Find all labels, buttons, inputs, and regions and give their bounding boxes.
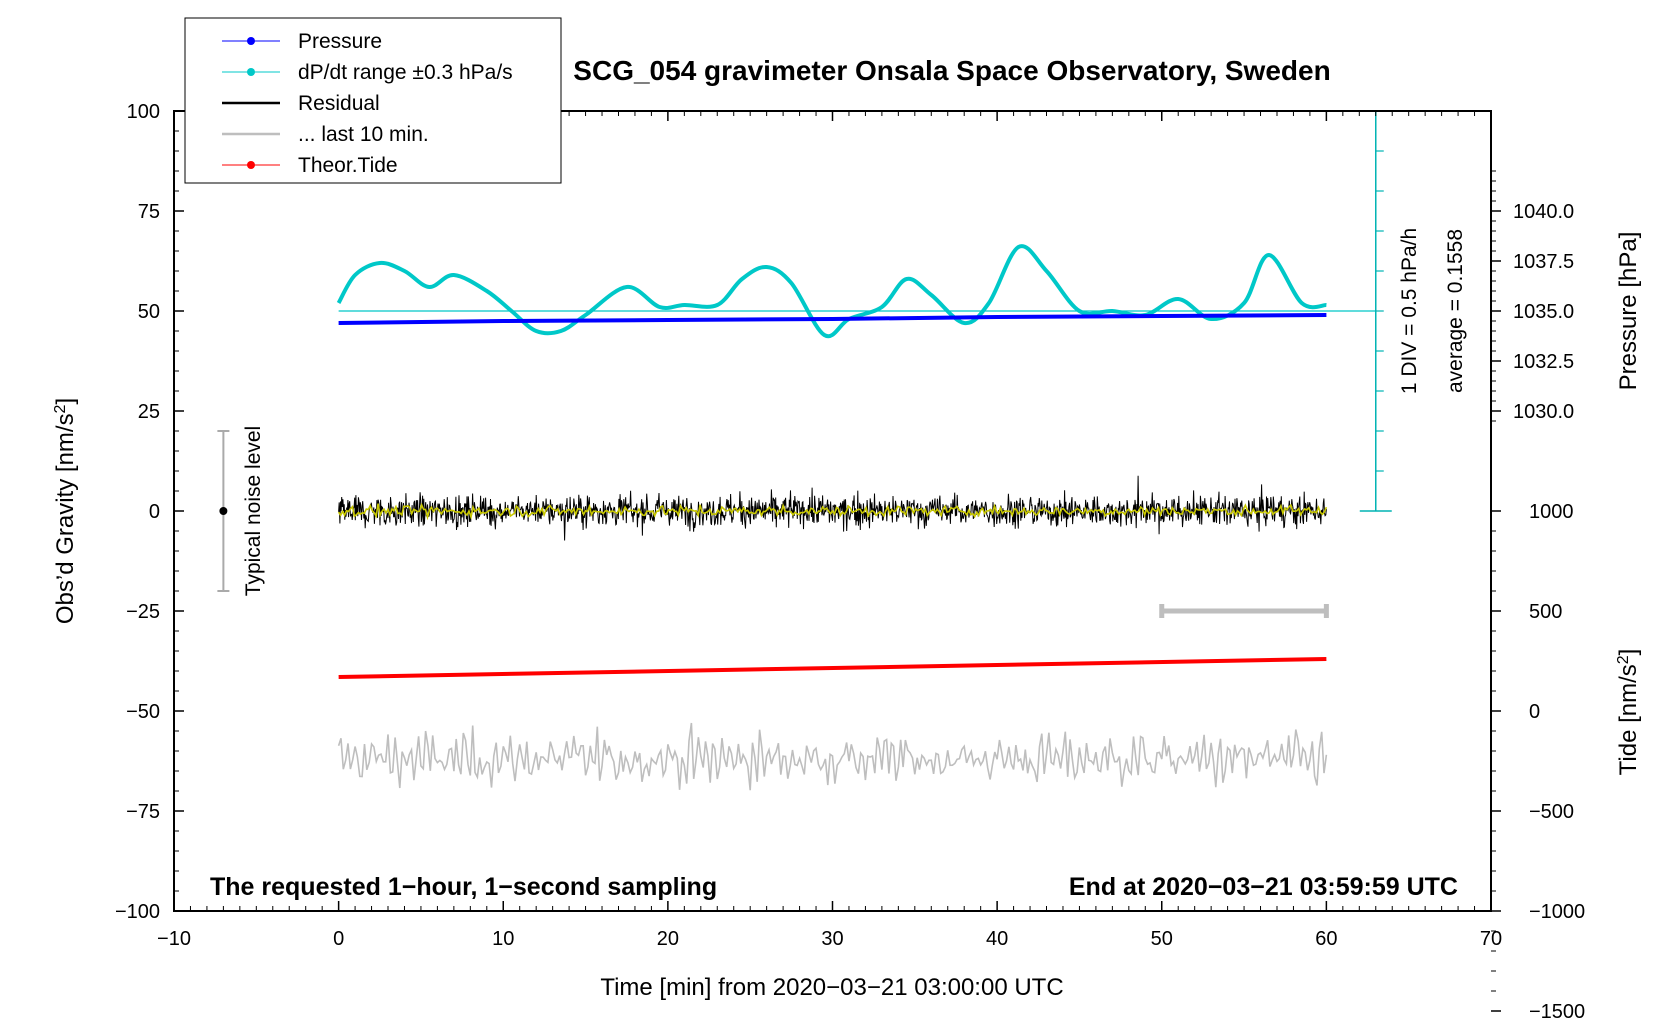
y-tick-label: −75 bbox=[126, 801, 160, 823]
axes-layer: −10 0 10 20 30 40 50 60 701007550250−25−50−75−10… bbox=[115, 101, 1585, 1020]
legend: Pressure dP/dt range ±0.3 hPa/s Residual..… bbox=[184, 17, 562, 184]
tide-tick-label: 0 bbox=[1529, 701, 1540, 723]
y-axis-label-gravity: Obs’d Gravity [nm/s2] bbox=[52, 398, 80, 624]
x-axis-label: Time [min] from 2020−03−21 03:00:00 UTC bbox=[600, 974, 1063, 1001]
y-axis-label-tide-sup: 2 bbox=[1615, 655, 1632, 664]
pressure-tick-label: 1035.0 bbox=[1513, 301, 1574, 323]
noise-level-label: Typical noise level bbox=[242, 426, 265, 596]
legend-label: Pressure bbox=[298, 30, 382, 53]
x-tick-label: 50 bbox=[1151, 928, 1173, 950]
note-end-time: End at 2020−03−21 03:59:59 UTC bbox=[1069, 873, 1458, 901]
legend-item: dP/dt range ±0.3 hPa/s bbox=[222, 61, 513, 84]
series-residual-line bbox=[338, 475, 1327, 541]
y-tick-label: 100 bbox=[127, 101, 160, 123]
x-tick-label: 60 bbox=[1315, 928, 1337, 950]
legend-item: ... last 10 min. bbox=[222, 123, 429, 146]
series-tide-line bbox=[338, 657, 1327, 679]
y-tick-label: 0 bbox=[149, 501, 160, 523]
y-tick-label: −25 bbox=[126, 601, 160, 623]
legend-label: ... last 10 min. bbox=[298, 123, 429, 146]
pressure-tick-label: 1037.5 bbox=[1513, 251, 1574, 273]
tide-tick-label: 500 bbox=[1529, 601, 1562, 623]
legend-item: Theor.Tide bbox=[222, 154, 398, 177]
y-tick-label: −100 bbox=[115, 901, 160, 923]
pressure-tick-label: 1030.0 bbox=[1513, 401, 1574, 423]
y-tick-label: 75 bbox=[138, 201, 160, 223]
tide-tick-label: −1000 bbox=[1529, 901, 1585, 923]
scale-bar-average-label: average = 0.1558 bbox=[1444, 229, 1467, 393]
legend-label: Residual bbox=[298, 92, 380, 115]
legend-item: Residual bbox=[222, 92, 380, 115]
legend-marker bbox=[247, 68, 255, 76]
x-tick-label: 30 bbox=[821, 928, 843, 950]
y-axis-label-tide: Tide [nm/s2] bbox=[1615, 649, 1643, 776]
y-axis-label-pressure: Pressure [hPa] bbox=[1615, 232, 1642, 391]
x-tick-label: 40 bbox=[986, 928, 1008, 950]
tide-tick-label: 1000 bbox=[1529, 501, 1574, 523]
pressure-tick-label: 1032.5 bbox=[1513, 351, 1574, 373]
legend-label: Theor.Tide bbox=[298, 154, 398, 177]
y-tick-label: −50 bbox=[126, 701, 160, 723]
x-tick-label: 10 bbox=[492, 928, 514, 950]
series-pressure-line bbox=[338, 313, 1327, 325]
series-layer bbox=[217, 110, 1392, 791]
scale-bar-div-label: 1 DIV = 0.5 hPa/h bbox=[1398, 228, 1421, 394]
note-sampling: The requested 1−hour, 1−second sampling bbox=[210, 873, 717, 901]
noise-center-point bbox=[219, 507, 228, 515]
legend-box bbox=[184, 17, 562, 184]
legend-marker bbox=[247, 161, 255, 169]
y-axis-label-gravity-text: Obs’d Gravity [nm/s bbox=[52, 413, 79, 624]
legend-label: dP/dt range ±0.3 hPa/s bbox=[298, 61, 513, 84]
y-axis-label-tide-end: ] bbox=[1615, 649, 1642, 656]
x-tick-label: 20 bbox=[657, 928, 679, 950]
series-residual-smoothed-line bbox=[337, 502, 1328, 521]
legend-marker bbox=[247, 37, 255, 45]
y-axis-label-gravity-sup: 2 bbox=[52, 404, 69, 413]
y-tick-label: 50 bbox=[138, 301, 160, 323]
chart-title: SCG_054 gravimeter Onsala Space Observat… bbox=[573, 55, 1330, 86]
x-tick-label: 0 bbox=[333, 928, 344, 950]
series-last10-line bbox=[337, 722, 1328, 791]
legend-item: Pressure bbox=[222, 30, 382, 53]
y-axis-label-gravity-end: ] bbox=[52, 398, 79, 405]
x-tick-label: 70 bbox=[1480, 928, 1502, 950]
x-tick-label: −10 bbox=[157, 928, 191, 950]
pressure-tick-label: 1040.0 bbox=[1513, 201, 1574, 223]
tide-tick-label: −1500 bbox=[1529, 1001, 1585, 1020]
y-tick-label: 25 bbox=[138, 401, 160, 423]
tide-tick-label: −500 bbox=[1529, 801, 1574, 823]
y-axis-label-tide-text: Tide [nm/s bbox=[1615, 664, 1642, 775]
